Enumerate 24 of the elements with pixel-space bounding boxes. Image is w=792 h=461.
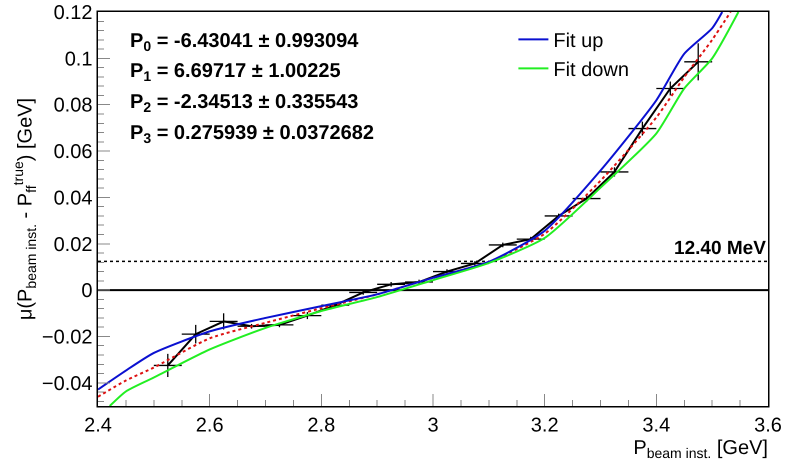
annotation: P$_{3}$ = 0.275939 ± 0.0372682 bbox=[130, 122, 374, 146]
y-tick-label: −0.04 bbox=[42, 372, 92, 395]
ref-line-label: 12.40 MeV bbox=[674, 238, 766, 259]
y-tick-label: 0.08 bbox=[54, 94, 92, 117]
y-tick-label: 0 bbox=[81, 280, 92, 302]
y-tick-label: 0.1 bbox=[64, 48, 92, 70]
y-tick-label: 0.04 bbox=[54, 187, 92, 210]
x-tick-label: 2.4 bbox=[84, 414, 112, 436]
x-axis-title: P$_{beam inst.}$ [GeV] bbox=[633, 436, 768, 461]
y-tick-label: 0.12 bbox=[54, 2, 92, 24]
x-tick-label: 3.2 bbox=[530, 414, 559, 436]
x-tick-label: 2.8 bbox=[307, 414, 336, 436]
annotation: P$_{1}$ = 6.69717 ± 1.00225 bbox=[130, 60, 341, 84]
x-tick-label: 3 bbox=[427, 414, 439, 436]
annotation: P$_{0}$ = -6.43041 ± 0.993094 bbox=[130, 30, 360, 54]
legend-label: Fit down bbox=[553, 59, 629, 82]
x-tick-label: 2.6 bbox=[196, 414, 224, 436]
x-tick-label: 3.4 bbox=[642, 414, 670, 436]
y-tick-label: 0.06 bbox=[54, 141, 92, 164]
annotation: P$_{2}$ = -2.34513 ± 0.335543 bbox=[130, 91, 358, 116]
y-tick-label: 0.02 bbox=[54, 234, 92, 256]
x-tick-label: 3.6 bbox=[754, 414, 782, 436]
y-tick-label: −0.02 bbox=[42, 326, 92, 348]
legend-label: Fit up bbox=[553, 30, 604, 52]
